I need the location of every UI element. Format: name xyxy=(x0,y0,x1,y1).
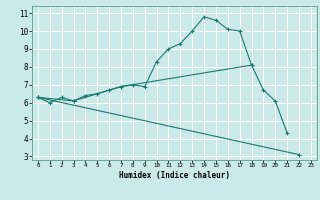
X-axis label: Humidex (Indice chaleur): Humidex (Indice chaleur) xyxy=(119,171,230,180)
